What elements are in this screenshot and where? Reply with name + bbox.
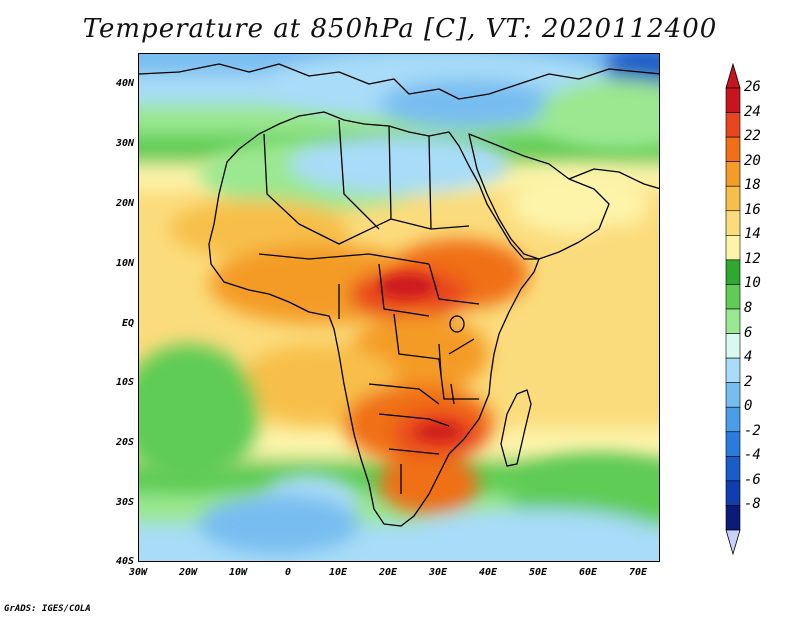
colorbar-segment: [725, 235, 741, 261]
colorbar-tick-label: 26: [744, 79, 761, 95]
colorbar-tick-label: 22: [744, 128, 761, 145]
colorbar-tick-label: 6: [744, 324, 753, 341]
colorbar-tick-label: 4: [744, 349, 753, 366]
colorbar-segment: [725, 406, 741, 433]
colorbar-segment: [725, 382, 741, 408]
lat-label-10n: 10N: [115, 258, 134, 269]
lat-label-40n: 40N: [115, 78, 134, 89]
colorbar-segment: [725, 112, 741, 138]
lat-label-10s: 10S: [115, 377, 134, 388]
colorbar-segment: [725, 136, 741, 162]
lon-label-30w: 30W: [128, 567, 148, 578]
lat-label-30s: 30S: [115, 497, 134, 508]
colorbar-segment: [725, 480, 741, 506]
lon-label-30e: 30E: [428, 567, 448, 578]
lon-label-10w: 10W: [228, 567, 248, 578]
colorbar-tick-label: 12: [744, 250, 761, 267]
lon-label-50e: 50E: [528, 567, 548, 578]
lon-label-40e: 40E: [478, 567, 498, 578]
colorbar-tick-label: 10: [744, 275, 761, 292]
colorbar-tick-label: 8: [744, 300, 753, 316]
colorbar-segment: [725, 259, 741, 285]
lon-label-70e: 70E: [628, 567, 648, 578]
colorbar-tick-label: 2: [744, 373, 753, 390]
colorbar-tick-label: 0: [744, 398, 753, 415]
colorbar-tick-label: -2: [744, 422, 761, 439]
colorbar-segment: [725, 161, 741, 187]
temperature-map: [138, 53, 660, 562]
colorbar-segment: [725, 185, 741, 212]
lat-label-20s: 20S: [115, 437, 134, 448]
credit-text: GrADS: IGES/COLA: [4, 604, 91, 614]
colorbar-tick-label: 14: [744, 226, 761, 243]
lat-label-40s: 40S: [115, 556, 134, 567]
colorbar-tick-label: 24: [744, 103, 761, 120]
lat-label-eq: EQ: [121, 318, 134, 329]
colorbar-tick-label: 20: [744, 152, 761, 169]
colorbar: [725, 62, 741, 556]
lat-label-20n: 20N: [115, 198, 134, 209]
lon-label-20w: 20W: [178, 567, 198, 578]
colorbar-segment: [725, 357, 741, 383]
map-title: Temperature at 850hPa [C], VT: 202011240…: [82, 14, 718, 44]
colorbar-tick-label: -4: [744, 447, 761, 464]
colorbar-under-arrow: [725, 529, 741, 556]
lat-label-30n: 30N: [115, 138, 134, 149]
colorbar-segment: [725, 210, 741, 236]
colorbar-segment: [725, 431, 741, 457]
colorbar-tick-label: -8: [744, 496, 761, 513]
colorbar-segment: [725, 284, 741, 310]
colorbar-tick-label: 16: [744, 201, 761, 218]
colorbar-tick-label: 18: [744, 177, 761, 194]
colorbar-segment: [725, 456, 741, 482]
lon-label-10e: 10E: [328, 567, 348, 578]
colorbar-tick-label: -6: [744, 471, 761, 488]
colorbar-over-arrow: [725, 62, 741, 89]
lon-label-20e: 20E: [378, 567, 398, 578]
lon-label-0: 0: [284, 567, 292, 578]
lon-label-60e: 60E: [578, 567, 598, 578]
colorbar-segment: [725, 87, 741, 113]
colorbar-segment: [725, 333, 741, 359]
colorbar-segment: [725, 308, 741, 334]
colorbar-segment: [725, 505, 741, 531]
